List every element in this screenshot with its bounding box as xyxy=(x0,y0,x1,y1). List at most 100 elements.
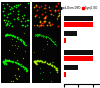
Point xyxy=(51,40,53,42)
Point xyxy=(36,10,37,11)
Point xyxy=(48,63,49,64)
Point xyxy=(22,66,24,67)
Point xyxy=(46,35,47,37)
Point xyxy=(40,35,42,37)
Point xyxy=(35,34,37,36)
Point xyxy=(40,21,41,22)
Point xyxy=(22,40,23,42)
Point xyxy=(36,59,38,61)
Point xyxy=(3,19,5,21)
Point xyxy=(6,24,7,25)
Point xyxy=(9,34,10,35)
Point xyxy=(7,13,9,15)
Point xyxy=(3,62,5,63)
Point xyxy=(25,69,27,70)
Point xyxy=(4,60,6,62)
Point xyxy=(34,33,36,35)
Point xyxy=(10,6,12,8)
Point xyxy=(34,61,36,63)
Point xyxy=(23,32,25,34)
Point xyxy=(52,23,53,24)
Point xyxy=(23,68,25,69)
Point xyxy=(39,60,40,62)
Point xyxy=(36,35,38,36)
Point xyxy=(5,21,6,23)
Point xyxy=(38,60,40,61)
Point xyxy=(36,63,38,65)
Point xyxy=(8,35,9,36)
Point xyxy=(43,36,44,37)
Point xyxy=(57,3,59,4)
Point xyxy=(22,65,23,66)
Point xyxy=(44,17,46,19)
Point xyxy=(14,53,15,54)
Point xyxy=(43,35,45,37)
Point xyxy=(39,16,40,18)
Point xyxy=(34,61,36,63)
Point xyxy=(2,11,4,12)
Point xyxy=(41,35,42,37)
Point xyxy=(14,75,16,76)
Point xyxy=(14,61,16,63)
Point xyxy=(11,34,13,36)
Point xyxy=(18,75,20,77)
Point xyxy=(50,72,51,73)
Point xyxy=(47,36,49,38)
Point xyxy=(15,35,16,37)
Point xyxy=(6,34,8,35)
Point xyxy=(54,66,55,67)
Point xyxy=(49,9,51,10)
Point xyxy=(34,60,36,61)
Point xyxy=(55,43,56,45)
Point xyxy=(5,34,7,35)
Point xyxy=(24,20,26,22)
Point xyxy=(55,10,56,11)
Point xyxy=(20,64,22,65)
Point xyxy=(19,38,20,39)
Point xyxy=(34,62,36,64)
Point xyxy=(6,35,7,36)
Point xyxy=(58,14,60,16)
Point xyxy=(4,63,6,64)
Point xyxy=(33,7,35,8)
Point xyxy=(3,15,5,16)
Point xyxy=(21,16,22,17)
Point xyxy=(6,33,8,35)
Point xyxy=(24,66,26,68)
Point xyxy=(7,60,9,61)
Point xyxy=(38,59,39,61)
Point xyxy=(49,38,51,39)
Point xyxy=(37,34,39,35)
Point xyxy=(38,34,39,35)
Point xyxy=(33,60,35,61)
Point xyxy=(35,35,36,36)
Point xyxy=(4,60,6,61)
Point xyxy=(6,33,8,35)
Point xyxy=(6,59,7,61)
Point xyxy=(46,43,47,44)
Point xyxy=(8,59,9,61)
Point xyxy=(23,42,24,44)
Point xyxy=(3,7,5,9)
Point xyxy=(14,62,16,63)
Point xyxy=(22,66,23,67)
Point xyxy=(35,61,36,63)
Point xyxy=(14,44,16,45)
Point xyxy=(9,22,11,23)
Point xyxy=(3,60,5,61)
Point xyxy=(56,71,58,72)
Point xyxy=(49,24,51,25)
Point xyxy=(42,35,44,37)
Bar xyxy=(64,22,93,27)
Point xyxy=(5,62,6,63)
Point xyxy=(11,38,12,40)
Point xyxy=(7,34,8,35)
Point xyxy=(18,63,20,65)
Point xyxy=(54,10,56,12)
Point xyxy=(16,59,17,61)
Point xyxy=(4,60,5,62)
Point xyxy=(23,66,25,67)
Point xyxy=(53,41,55,42)
Point xyxy=(18,63,19,65)
Point xyxy=(50,13,51,15)
